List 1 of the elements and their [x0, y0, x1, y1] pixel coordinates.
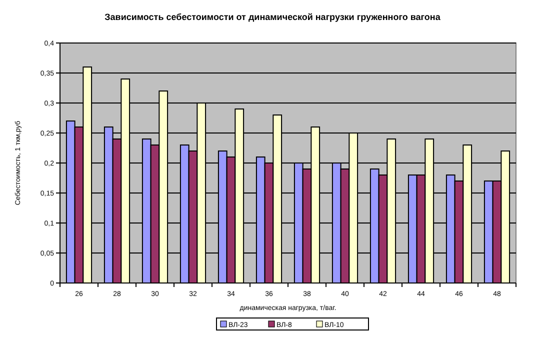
chart-title: Зависимость себестоимости от динамической нагрузки груженного вагона	[104, 12, 442, 22]
